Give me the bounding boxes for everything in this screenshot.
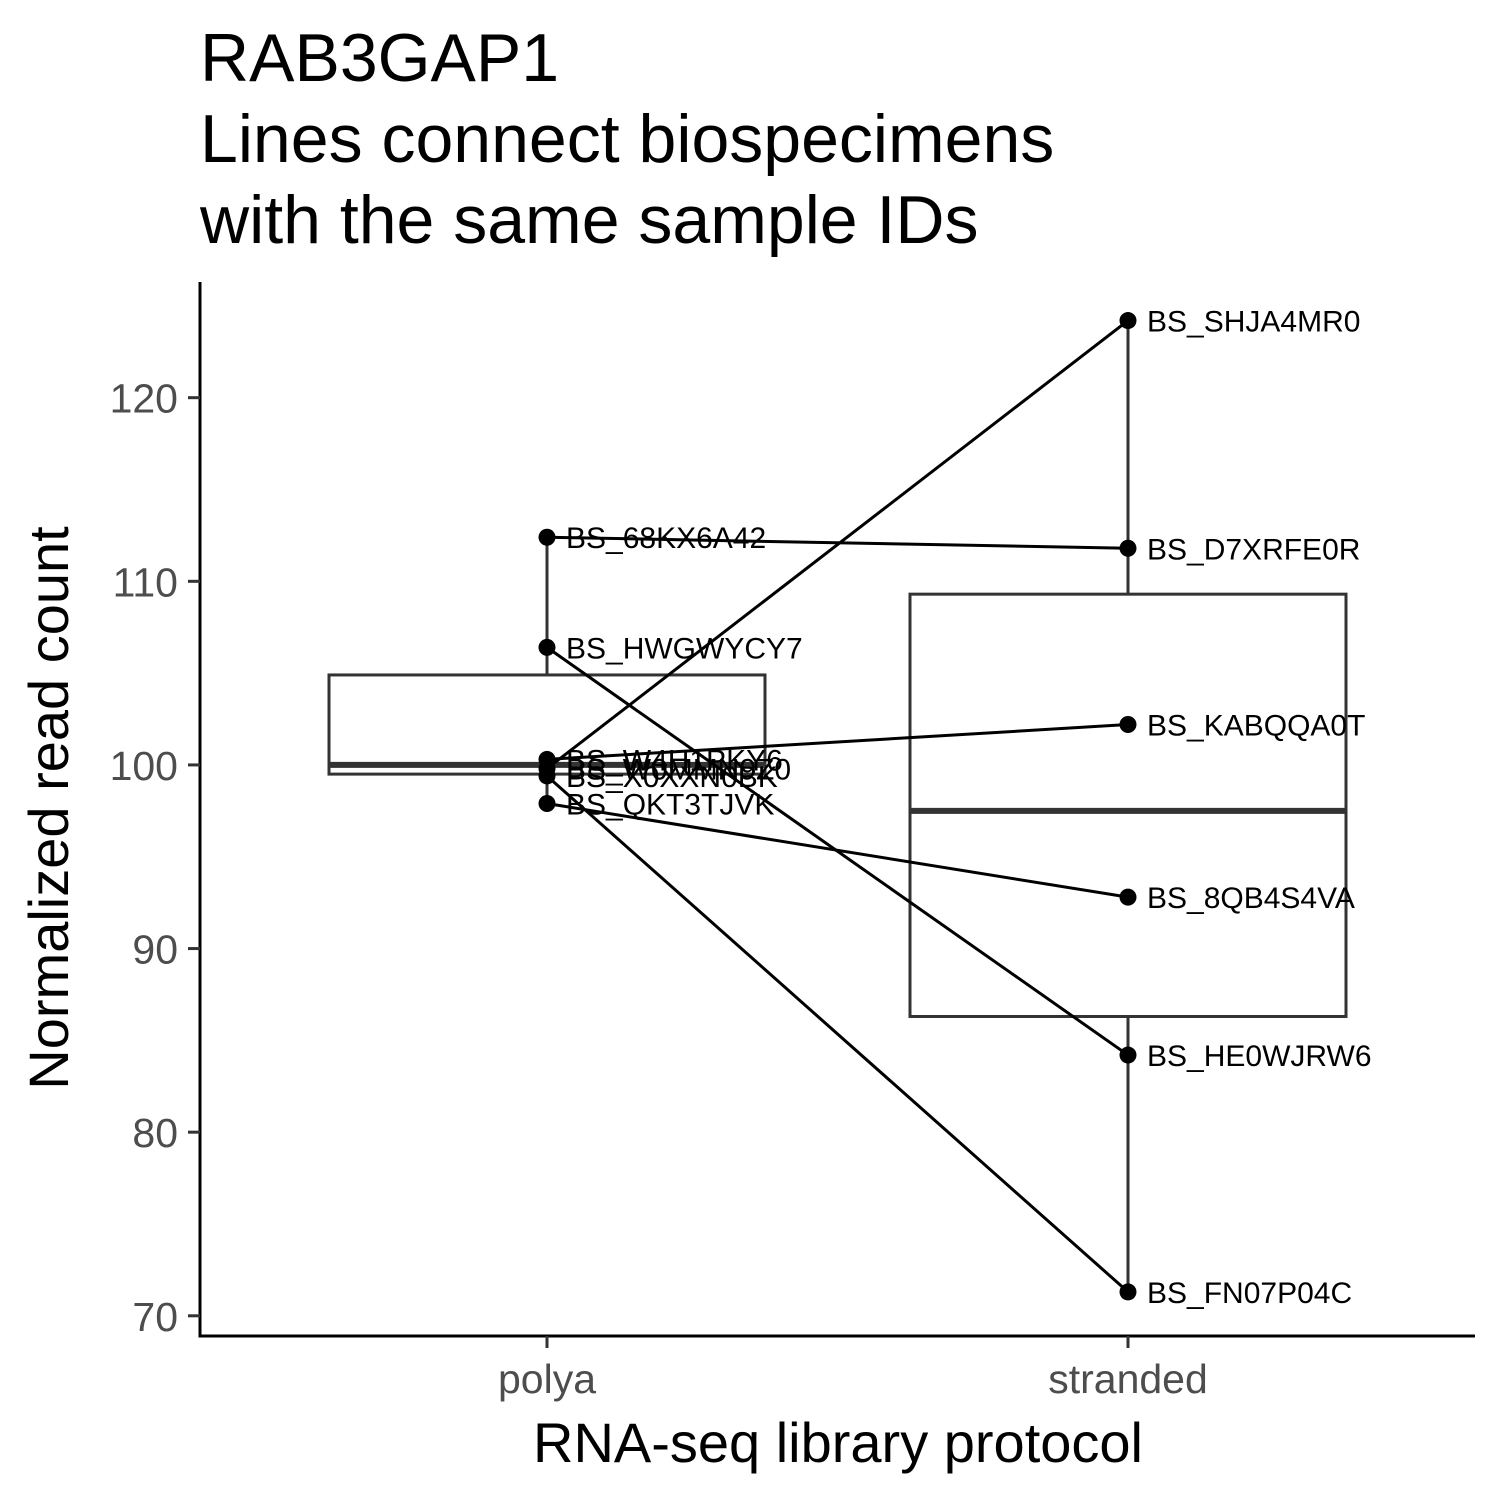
pair-line-5: [546, 802, 1129, 899]
chart-title: RAB3GAP1 Lines connect biospecimens with…: [200, 18, 1054, 261]
data-point: [1119, 1283, 1137, 1301]
y-tick-label: 100: [110, 743, 178, 789]
x-axis-title: RNA-seq library protocol: [533, 1411, 1143, 1474]
pair-lines-layer: [546, 319, 1129, 1294]
point-label: BS_HWGWYCY7: [566, 632, 803, 665]
data-point: [1119, 312, 1137, 330]
point-label: BS_X0XXN0BK: [566, 761, 778, 794]
y-tick-label: 90: [132, 927, 178, 973]
y-tick-label: 70: [132, 1294, 178, 1340]
point-label: BS_KABQQA0T: [1147, 710, 1365, 743]
data-point: [1119, 1046, 1137, 1064]
pair-line-4: [546, 774, 1129, 1294]
point-label: BS_W4H1PKY6: [566, 744, 783, 777]
title-line-1: RAB3GAP1: [200, 20, 560, 96]
point-label: BS_68KX6A42: [566, 522, 766, 555]
axes-layer: 70 80 90 100 110 120 polya stranded: [110, 282, 1475, 1402]
point-label: BS_QKT3TJVK: [566, 788, 774, 821]
point-label: BS_FN07P04C: [1147, 1277, 1352, 1310]
y-tick-label: 110: [113, 559, 178, 605]
x-tick-label: polya: [498, 1356, 596, 1402]
data-point: [538, 767, 556, 785]
pair-line-3: [546, 319, 1129, 770]
data-point: [1119, 539, 1137, 557]
y-tick-label: 120: [110, 376, 178, 422]
title-line-2: Lines connect biospecimens: [200, 101, 1055, 177]
point-labels-layer: BS_68KX6A42 BS_HWGWYCY7 BS_W4H1PKY6BS_W0MM…: [566, 306, 1372, 1310]
point-label: BS_D7XRFE0R: [1147, 533, 1360, 566]
data-point: [538, 528, 556, 546]
x-tick-label: stranded: [1048, 1356, 1208, 1402]
point-label: BS_HE0WJRW6: [1147, 1040, 1372, 1073]
point-label: BS_8QB4S4VA: [1147, 882, 1355, 915]
data-point: [1119, 888, 1137, 906]
pair-line-2: [546, 723, 1129, 761]
points-layer: [538, 312, 1137, 1301]
data-point: [538, 794, 556, 812]
point-label: BS_SHJA4MR0: [1147, 306, 1360, 339]
box-stranded: [908, 592, 1348, 1018]
title-line-3: with the same sample IDs: [200, 182, 979, 258]
point-label: BS_W0MMN9Z0: [566, 754, 791, 787]
data-point: [1119, 716, 1137, 734]
boxes-layer: [327, 320, 1348, 1292]
y-tick-label: 80: [132, 1110, 178, 1156]
y-axis-title: Normalized read count: [17, 526, 80, 1090]
data-point: [538, 638, 556, 656]
